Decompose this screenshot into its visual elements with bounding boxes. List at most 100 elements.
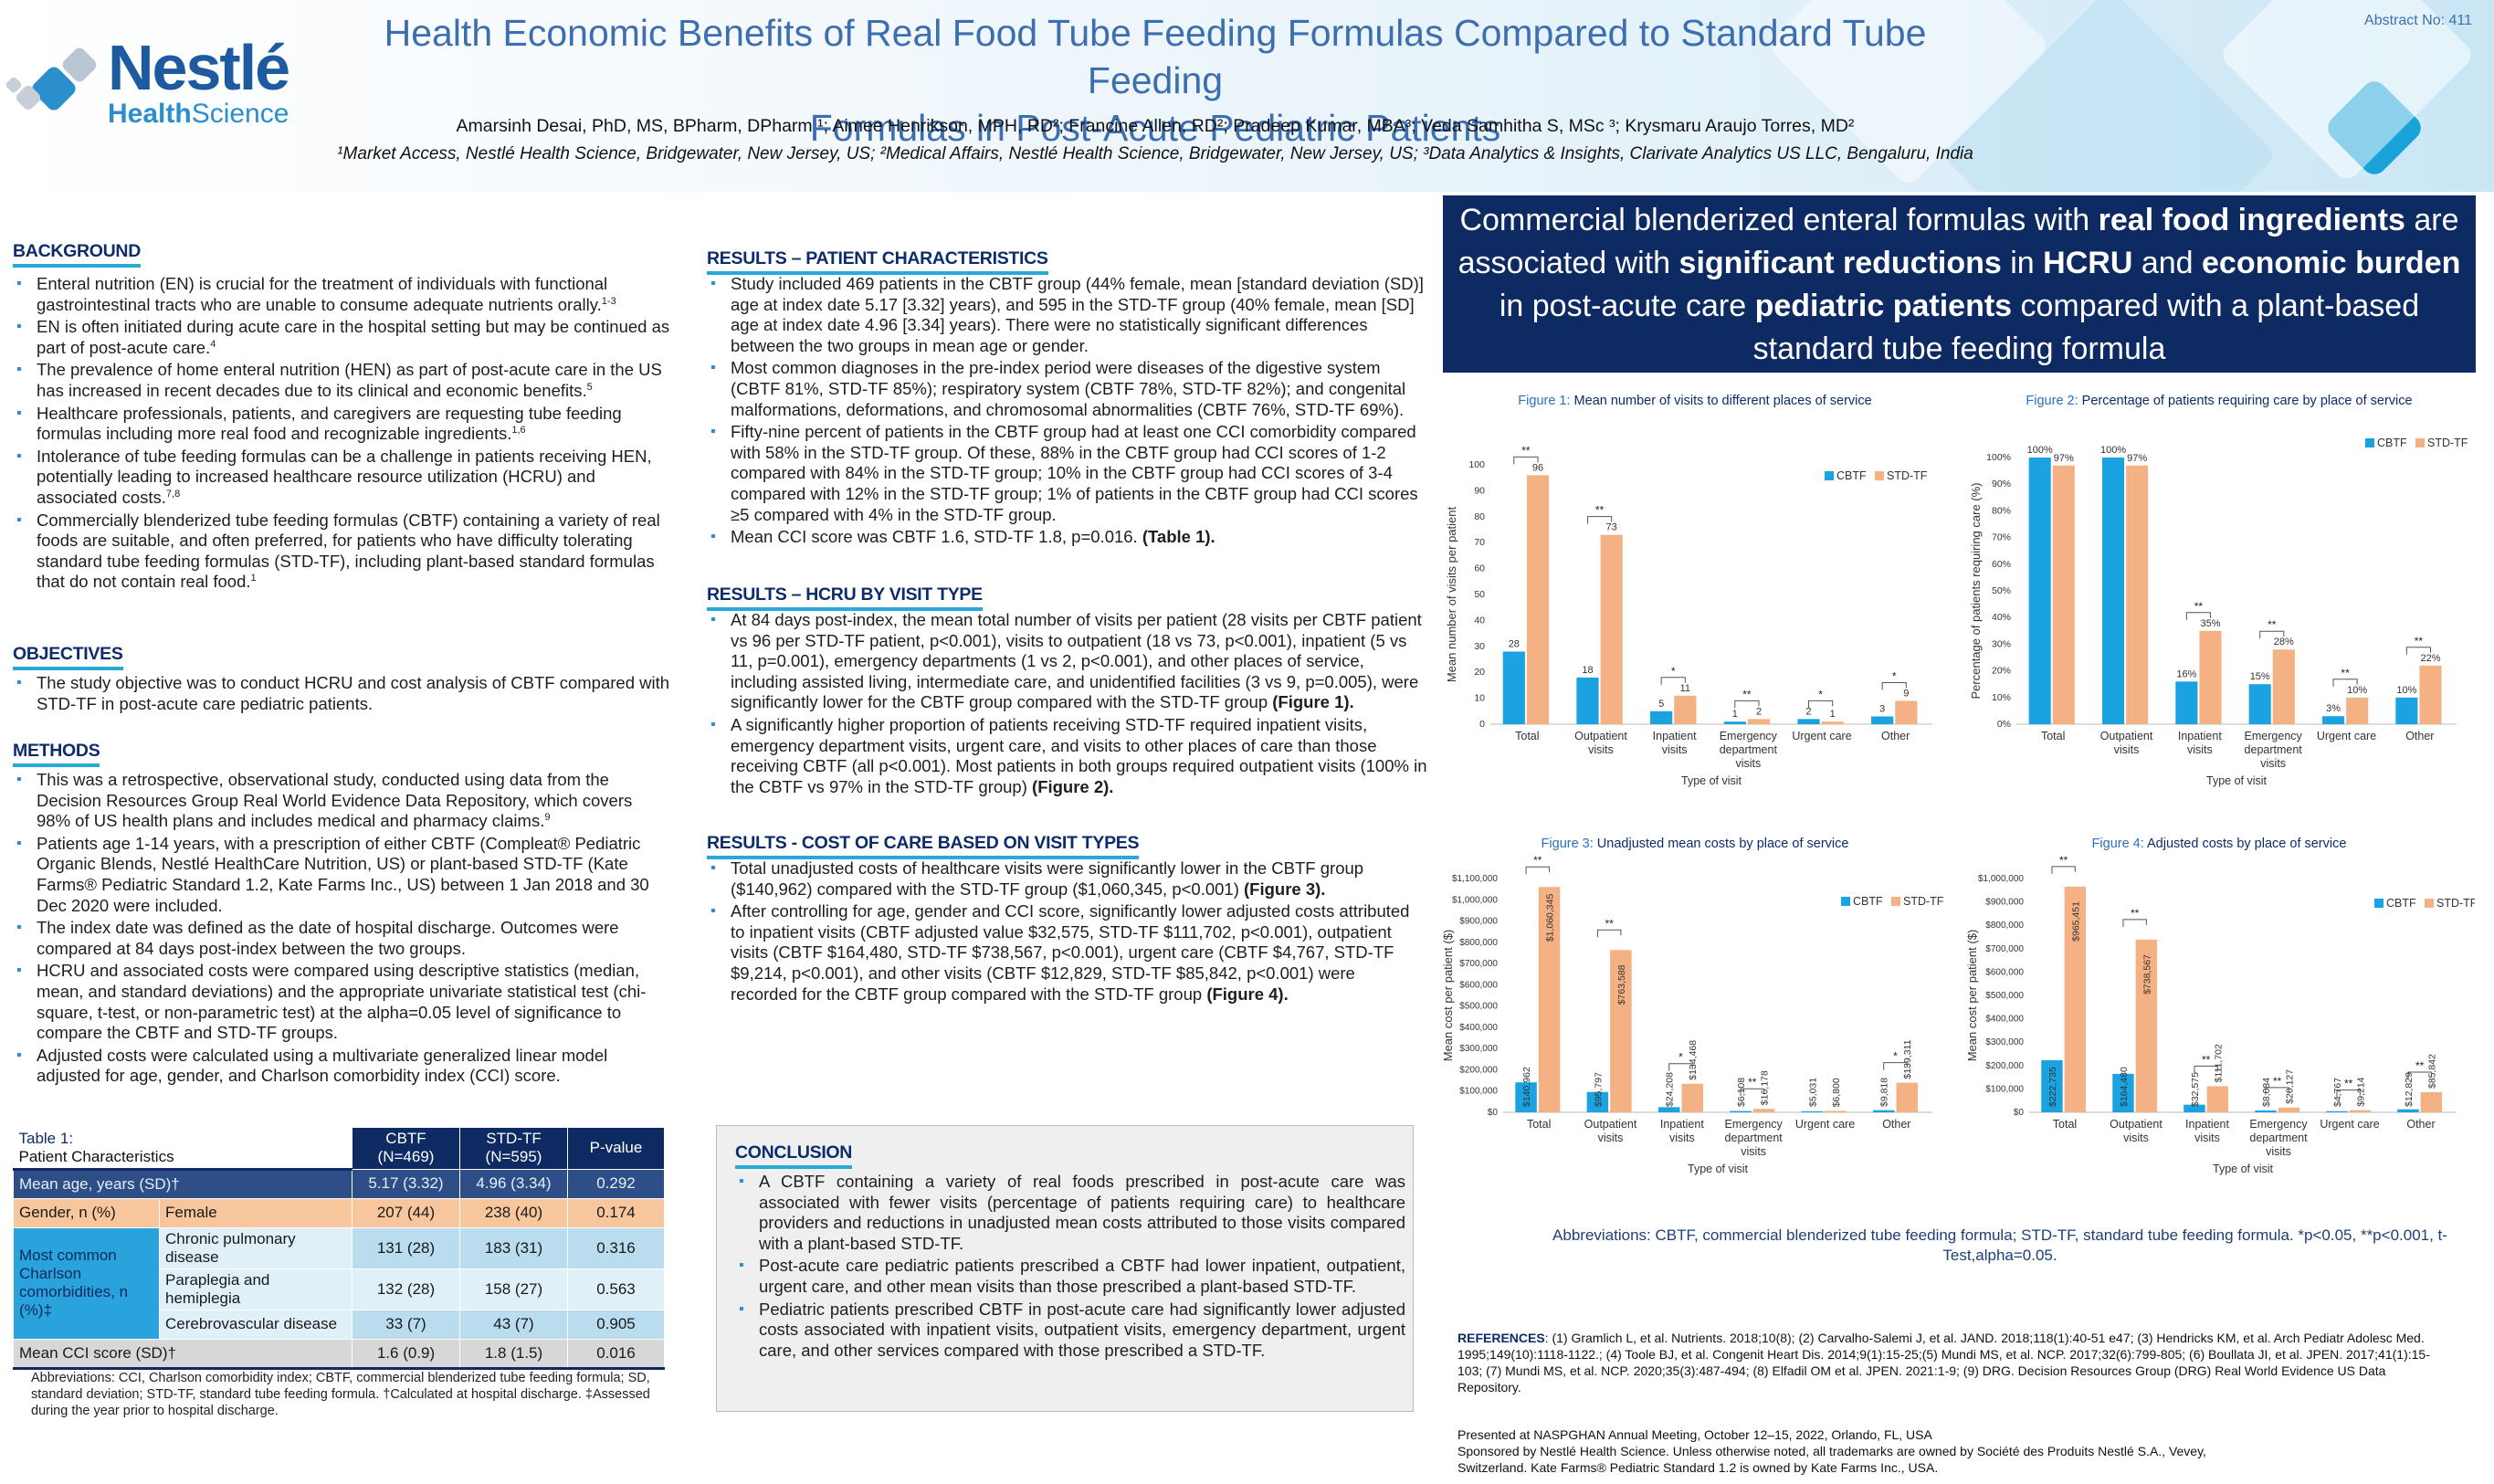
presented-line: Switzerland. Kate Farms® Pediatric Stand… <box>1457 1460 1939 1475</box>
bar-cbtf <box>1730 1110 1752 1112</box>
objectives-heading: OBJECTIVES <box>13 644 123 670</box>
legend-label-cbtf: CBTF <box>2377 437 2407 449</box>
data-label: $24,208 <box>1665 1072 1676 1107</box>
data-label: $8,084 <box>2261 1078 2272 1107</box>
category-label: Inpatient visits <box>2185 1118 2229 1144</box>
category-label: Total <box>1527 1118 1551 1131</box>
category-label: Urgent care <box>1792 730 1851 742</box>
data-label: $85,842 <box>2426 1054 2437 1089</box>
cell: 0.292 <box>567 1168 665 1199</box>
presented-line: Sponsored by Nestlé Health Science. Unle… <box>1457 1444 2206 1458</box>
data-label: 15% <box>2250 671 2270 682</box>
bar-cbtf <box>2101 458 2125 724</box>
cell: 1.8 (1.5) <box>459 1338 568 1369</box>
y-tick-label: $200,000 <box>1985 1061 2024 1071</box>
methods-list: This was a retrospective, observational … <box>13 770 656 1089</box>
significance-bracket <box>2259 630 2285 639</box>
category-label: Other <box>1882 1118 1910 1131</box>
col-header-std: STD-TF (N=595) <box>459 1127 568 1170</box>
logo-brand: Nestlé <box>108 32 290 103</box>
significance-marker: ** <box>1742 688 1752 700</box>
bar-std <box>1747 719 1771 724</box>
chart-title: Figure 3: Unadjusted mean costs by place… <box>1542 837 1849 851</box>
chart-title: Figure 4: Adjusted costs by place of ser… <box>2092 837 2347 851</box>
presented-line: Presented at NASPGHAN Annual Meeting, Oc… <box>1457 1427 1932 1442</box>
bar-cbtf <box>2326 1110 2348 1112</box>
col-header-p: P-value <box>567 1127 665 1170</box>
legend-swatch-std <box>1891 897 1900 906</box>
y-tick-label: 90% <box>1992 479 2011 489</box>
methods-heading: METHODS <box>13 741 100 767</box>
bar-std <box>1896 1082 1918 1112</box>
results-cost-list: Total unadjusted costs of healthcare vis… <box>707 858 1425 1006</box>
bar-std <box>1825 1110 1847 1112</box>
category-label: Urgent care <box>1795 1118 1855 1131</box>
legend-swatch-std <box>2425 899 2434 908</box>
data-label: $9,818 <box>1879 1078 1890 1107</box>
bar-cbtf <box>1723 721 1746 724</box>
significance-marker: ** <box>1605 917 1614 930</box>
significance-bracket <box>2265 1087 2289 1095</box>
category-label: Other <box>2406 1118 2435 1131</box>
conclusion-heading: CONCLUSION <box>735 1142 853 1169</box>
y-tick-label: 100% <box>1986 452 2011 463</box>
bar-std <box>2126 465 2149 724</box>
cell: 0.563 <box>567 1268 665 1310</box>
authors: Amarsinh Desai, PhD, MS, BPharm, DPharm … <box>456 116 1855 136</box>
data-label: 3 <box>1879 703 1885 714</box>
row-sublabel: Cerebrovascular disease <box>159 1309 353 1340</box>
category-label: Emergency department visits <box>1720 730 1778 770</box>
y-tick-label: $900,000 <box>1985 898 2024 908</box>
data-label: 10% <box>2396 685 2416 696</box>
data-label: $140,962 <box>1521 1067 1532 1107</box>
key-message-banner: Commercial blenderized enteral formulas … <box>1443 195 2476 373</box>
significance-marker: ** <box>2194 600 2204 613</box>
y-tick-label: $700,000 <box>1985 944 2024 954</box>
y-tick-label: 40 <box>1474 615 1485 626</box>
significance-marker: * <box>1818 688 1823 700</box>
data-label: 97% <box>2127 453 2147 464</box>
cell: 4.96 (3.34) <box>459 1168 568 1199</box>
bar-std <box>2278 1107 2300 1112</box>
y-tick-label: $0 <box>1488 1108 1499 1118</box>
y-tick-label: 10% <box>1992 692 2011 703</box>
bar-cbtf <box>1797 719 1820 724</box>
data-label: $134,468 <box>1688 1040 1699 1080</box>
data-label: 97% <box>2054 453 2074 464</box>
bar-std <box>1895 700 1918 724</box>
significance-marker: ** <box>2273 1075 2282 1088</box>
y-tick-label: $500,000 <box>1985 991 2024 1001</box>
legend-label-cbtf: CBTF <box>1836 469 1867 482</box>
x-axis-label: Type of visit <box>1681 774 1742 787</box>
data-label: 100% <box>2100 445 2126 456</box>
category-label: Emergency department visits <box>1725 1118 1784 1158</box>
significance-marker: ** <box>1748 1076 1757 1089</box>
references: REFERENCES: (1) Gramlich L, et al. Nutri… <box>1457 1330 2453 1395</box>
list-item: Enteral nutrition (EN) is crucial for th… <box>13 274 676 315</box>
list-item: The index date was defined as the date o… <box>13 918 656 959</box>
table-caption: Table 1: Patient Characteristics <box>13 1127 353 1171</box>
significance-bracket <box>2332 679 2358 687</box>
y-tick-label: $400,000 <box>1985 1015 2024 1025</box>
legend-label-cbtf: CBTF <box>1853 895 1883 908</box>
bar-std <box>1752 1109 1775 1112</box>
data-label: 96 <box>1532 462 1543 473</box>
significance-bracket <box>2405 647 2431 655</box>
data-label: $6,800 <box>1831 1078 1842 1107</box>
significance-marker: ** <box>2202 1053 2211 1066</box>
y-axis-label: Percentage of patients requiring care (%… <box>1969 482 1983 699</box>
list-item: A CBTF containing a variety of real food… <box>735 1172 1405 1254</box>
legend-label-std: STD-TF <box>2436 897 2475 910</box>
data-label: $16,178 <box>1760 1070 1771 1105</box>
bar-cbtf <box>1502 651 1525 724</box>
data-label: 28% <box>2274 637 2294 647</box>
bar-std <box>1610 950 1632 1112</box>
bar-cbtf <box>1586 1091 1609 1112</box>
data-label: 3% <box>2326 703 2341 714</box>
list-item: Most common diagnoses in the pre-index p… <box>707 358 1425 420</box>
bar-std <box>2206 1086 2229 1112</box>
category-label: Inpatient visits <box>1653 730 1697 756</box>
list-item: At 84 days post-index, the mean total nu… <box>707 610 1428 713</box>
category-label: Inpatient visits <box>2178 730 2222 756</box>
y-tick-label: $300,000 <box>1459 1044 1498 1054</box>
